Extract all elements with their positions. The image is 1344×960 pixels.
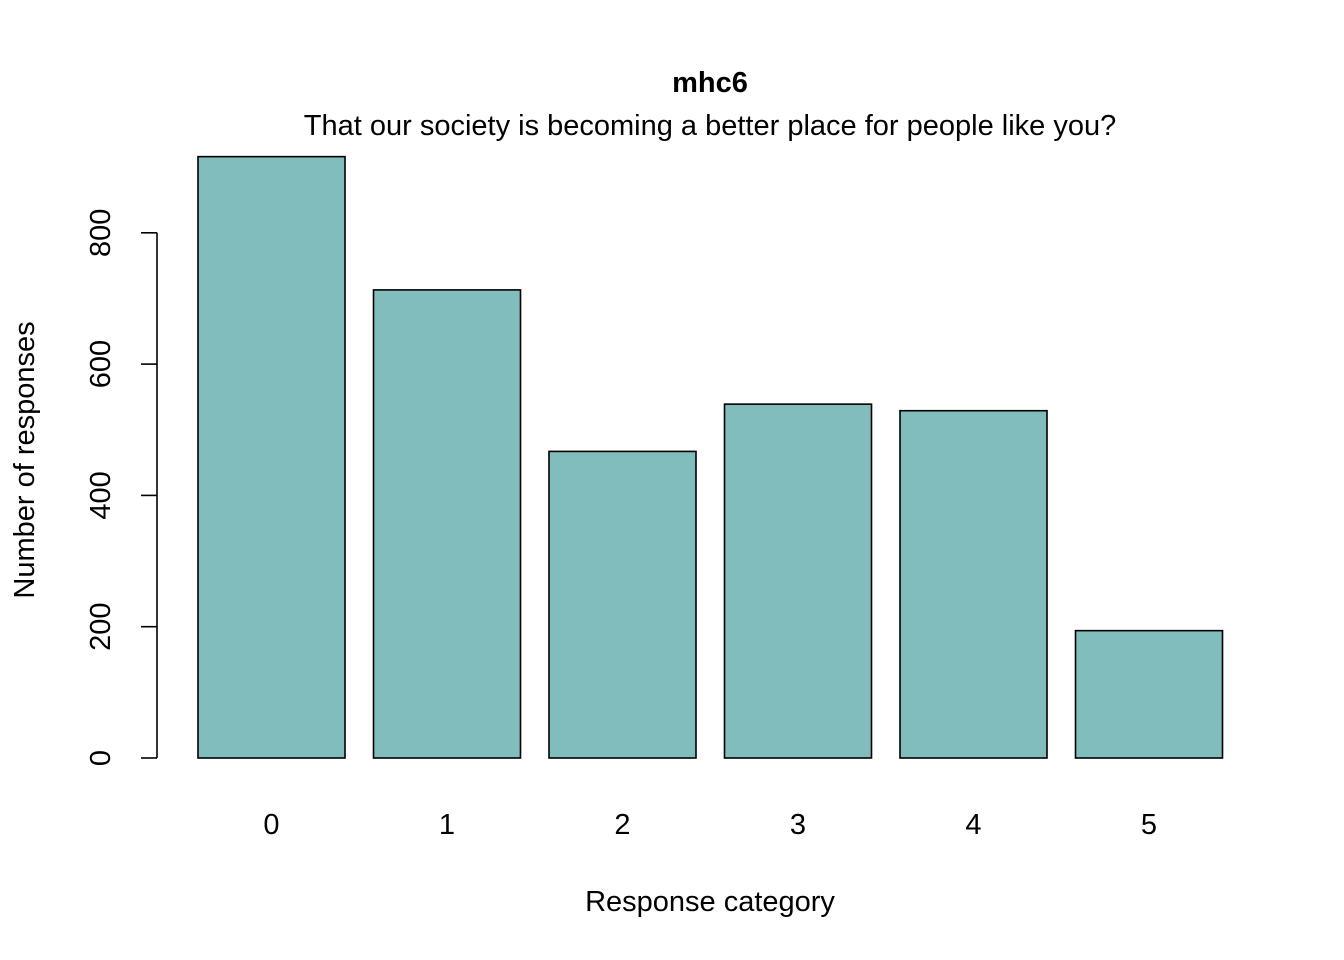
y-tick-label-0: 0 (85, 750, 117, 766)
bar-2 (548, 450, 697, 759)
x-tick-label-0: 0 (263, 809, 279, 841)
bar-3 (723, 403, 873, 759)
x-axis-tick-labels: 0 1 2 3 4 5 (263, 809, 1157, 841)
chart-subtitle: That our society is becoming a better pl… (304, 110, 1116, 142)
bar-5 (1074, 629, 1224, 759)
y-tick-label-600: 600 (85, 340, 117, 388)
x-tick-label-4: 4 (965, 809, 981, 841)
x-tick-label-2: 2 (614, 809, 630, 841)
x-tick-label-3: 3 (790, 809, 806, 841)
bar-1 (372, 289, 522, 759)
y-tick-label-200: 200 (85, 603, 117, 651)
x-tick-label-1: 1 (439, 809, 455, 841)
y-tick-label-400: 400 (85, 471, 117, 519)
bar-0 (197, 155, 346, 759)
y-tick-label-800: 800 (85, 209, 117, 257)
bars-group (197, 155, 1224, 759)
bar-4 (899, 409, 1048, 759)
chart-title: mhc6 (672, 67, 748, 99)
x-axis-label: Response category (585, 886, 835, 918)
y-axis-ticks: 0 200 400 600 800 (85, 209, 157, 766)
y-axis-label: Number of responses (9, 321, 41, 598)
x-tick-label-5: 5 (1141, 809, 1157, 841)
